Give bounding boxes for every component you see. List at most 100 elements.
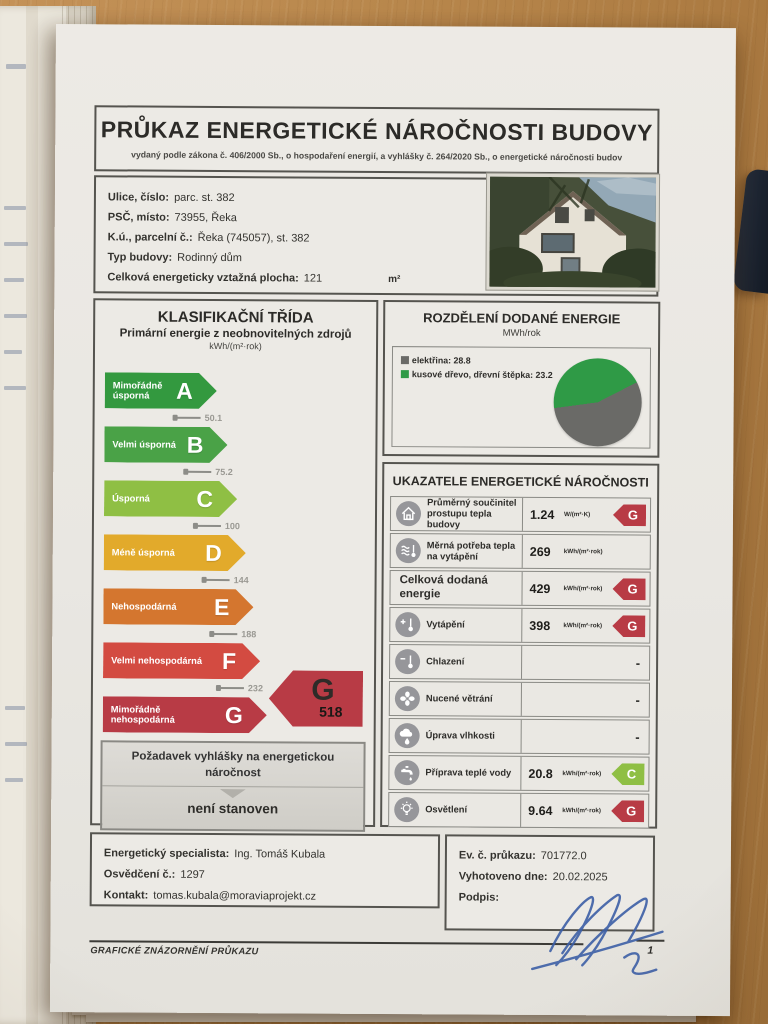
- footer-label: GRAFICKÉ ZNÁZORNĚNÍ PRŮKAZU: [90, 945, 259, 957]
- pie-legend: elektřina: 28.8 kusové dřevo, dřevní ště…: [400, 355, 554, 383]
- result-class-value: 518: [319, 703, 343, 721]
- result-class-letter: G: [311, 673, 335, 707]
- class-boundary-b: 75.2: [185, 467, 233, 477]
- class-arrow-g: Mimořádně nehospodárná G: [103, 696, 267, 733]
- certificate-page: PRŮKAZ ENERGETICKÉ NÁROČNOSTI BUDOVY vyd…: [49, 24, 736, 1017]
- class-boundary-value-f: 232: [247, 683, 264, 694]
- area-value: 121: [303, 272, 323, 285]
- indicator-dash: -: [635, 729, 640, 745]
- indicator-label: Úprava vlhkosti: [425, 730, 495, 741]
- ghost-text-mark: [4, 350, 22, 354]
- legend-label-wood: kusové dřevo, dřevní štěpka: 23.2: [411, 368, 553, 380]
- requirement-box: Požadavek vyhlášky na energetickou nároč…: [100, 740, 366, 832]
- requirement-title: Požadavek vyhlášky na energetickou nároč…: [102, 742, 364, 788]
- class-label-b: Velmi úsporná: [112, 439, 177, 450]
- evidence-box: Ev. č. průkazu: 701772.0 Vyhotoveno dne: 2…: [444, 834, 656, 932]
- class-letter-f: F: [221, 647, 237, 674]
- class-boundary-a: 50.1: [174, 413, 222, 423]
- class-boundary-d: 144: [203, 575, 249, 585]
- indicator-label: Příprava teplé vody: [425, 767, 512, 778]
- classification-header: KLASIFIKAČNÍ TŘÍDA Primární energie z ne…: [95, 300, 376, 352]
- classification-unit: kWh/(m²·rok): [209, 340, 262, 352]
- legend-swatch-wood: [400, 369, 409, 378]
- specialist-box: Energetický specialista: Ing. Tomáš Kubal…: [89, 832, 441, 909]
- class-letter-d: D: [205, 539, 222, 566]
- indicator-row-cooling: Chlazení -: [389, 644, 651, 681]
- indicator-label: Chlazení: [426, 656, 465, 667]
- area-unit: m²: [388, 274, 401, 286]
- specialist-line: Energetický specialista: Ing. Tomáš Kubal…: [104, 843, 438, 866]
- indicator-row-heat-transfer: Průměrný součinitel prostupu tepla budov…: [389, 496, 652, 533]
- indicator-unit: kWh/(m²·rok): [563, 585, 603, 593]
- indicator-label: Měrná potřeba tepla na vytápění: [426, 540, 516, 562]
- indicator-label: Vytápění: [426, 619, 465, 630]
- underlying-sheet-edge: [86, 1014, 696, 1022]
- date-value: 20.02.2025: [552, 871, 608, 884]
- class-boundary-c: 100: [194, 521, 240, 532]
- page-number: 1: [636, 939, 665, 957]
- contact-value: tomas.kubala@moraviaprojekt.cz: [153, 889, 317, 903]
- indicators-title: UKAZATELE ENERGETICKÉ NÁROČNOSTI: [392, 474, 649, 490]
- class-arrow-b: Velmi úsporná B: [104, 426, 227, 463]
- evidence-value: 701772.0: [540, 849, 587, 863]
- building-envelope-icon: [395, 501, 422, 527]
- title-box: PRŮKAZ ENERGETICKÉ NÁROČNOSTI BUDOVY vyd…: [94, 105, 660, 175]
- class-label-d: Méně úsporná: [111, 547, 175, 558]
- certificate-value: 1297: [180, 868, 205, 881]
- class-arrow-d: Méně úsporná D: [104, 534, 246, 571]
- class-label-e: Nehospodárná: [111, 601, 177, 612]
- indicator-label: Nucené větrání: [425, 693, 493, 704]
- indicator-row-lighting: Osvětlení 9.64 kWh/(m²·rok) G: [388, 792, 650, 829]
- class-letter-c: C: [196, 485, 214, 512]
- lighting-bulb-icon: [394, 797, 420, 823]
- type-label: Typ budovy:: [107, 251, 173, 264]
- indicator-unit: kWh/(m²·rok): [562, 770, 602, 778]
- indicator-value: 9.64: [528, 803, 553, 818]
- specialist-label: Energetický specialista:: [103, 847, 230, 861]
- certificate-line: Osvědčení č.: 1297: [104, 864, 438, 887]
- legend-label-electricity: elektřina: 28.8: [411, 355, 471, 366]
- class-letter-b: B: [186, 431, 204, 458]
- energy-pie-chart: [553, 358, 642, 447]
- indicators-box: UKAZATELE ENERGETICKÉ NÁROČNOSTI Průměrn…: [380, 462, 660, 829]
- evidence-line: Ev. č. průkazu: 701772.0: [459, 845, 653, 867]
- energy-class-row-b: Velmi úsporná B 75.2: [104, 426, 365, 477]
- class-boundary-e: 188: [211, 629, 256, 639]
- parcel-label: K.ú., parcelní č.:: [107, 231, 193, 244]
- document-subtitle: vydaný podle zákona č. 406/2000 Sb., o h…: [131, 149, 623, 163]
- indicator-label: Průměrný součinitel prostupu tepla budov…: [426, 497, 517, 530]
- ghost-text-mark: [4, 278, 24, 282]
- heating-demand-icon: [395, 538, 421, 564]
- indicator-value: 398: [529, 618, 551, 633]
- legend-item-wood: kusové dřevo, dřevní štěpka: 23.2: [400, 368, 554, 380]
- date-label: Vyhotoveno dne:: [458, 870, 548, 884]
- requirement-value: není stanoven: [187, 800, 279, 817]
- energy-class-row-d: Méně úsporná D 144: [104, 534, 365, 585]
- indicator-value: 1.24: [529, 507, 555, 522]
- class-boundary-value-c: 100: [224, 521, 240, 532]
- distribution-chart-area: elektřina: 28.8 kusové dřevo, dřevní ště…: [391, 346, 652, 449]
- distribution-unit: MWh/rok: [502, 327, 541, 339]
- humidity-icon: [394, 723, 420, 749]
- contact-line: Kontakt: tomas.kubala@moraviaprojekt.cz: [104, 885, 438, 908]
- evidence-label: Ev. č. průkazu:: [458, 849, 536, 862]
- classification-subtitle: Primární energie z neobnovitelných zdroj…: [119, 327, 352, 341]
- contact-label: Kontakt:: [103, 889, 149, 902]
- ghost-text-mark: [4, 206, 26, 210]
- class-label-a: Mimořádně úsporná: [112, 380, 163, 401]
- classification-title: KLASIFIKAČNÍ TŘÍDA: [157, 308, 314, 327]
- ghost-text-mark: [6, 64, 26, 69]
- class-letter-a: A: [176, 377, 193, 404]
- indicator-value: 429: [529, 581, 551, 596]
- classification-box: KLASIFIKAČNÍ TŘÍDA Primární energie z ne…: [90, 298, 379, 832]
- class-boundary-value-e: 188: [241, 629, 257, 640]
- energy-class-row-e: Nehospodárná E 188: [103, 588, 364, 639]
- area-label: Celková energeticky vztažná plocha:: [107, 271, 299, 285]
- indicator-row-hot-water: Příprava teplé vody 20.8 kWh/(m²·rok) C: [388, 755, 650, 792]
- class-arrow-f: Velmi nehospodárná F: [103, 642, 260, 679]
- indicator-row-humidity: Úprava vlhkosti -: [388, 718, 650, 755]
- grade-badge: G: [613, 504, 646, 526]
- ghost-text-mark: [5, 778, 23, 782]
- indicator-row-ventilation: Nucené větrání -: [388, 681, 650, 718]
- ghost-text-mark: [4, 314, 27, 318]
